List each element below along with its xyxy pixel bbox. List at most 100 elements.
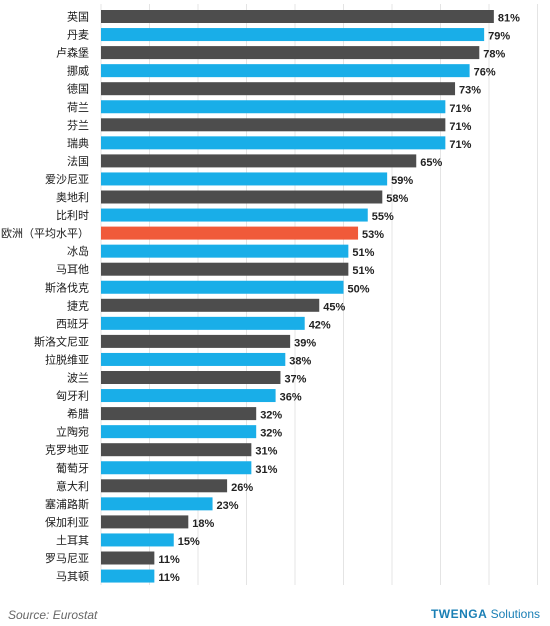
value-label: 31% [255, 446, 277, 458]
category-label: 冰岛 [67, 244, 89, 258]
value-label: 31% [255, 464, 277, 476]
bar [101, 371, 281, 384]
category-label: 土耳其 [56, 534, 89, 547]
category-label: 英国 [67, 10, 89, 24]
value-label: 81% [498, 13, 520, 25]
bar [101, 352, 286, 366]
category-label: 克罗地亚 [45, 444, 89, 457]
value-label: 65% [420, 157, 442, 169]
category-label: 卢森堡 [56, 46, 89, 60]
bar [101, 479, 228, 493]
value-label: 71% [449, 103, 471, 115]
value-label: 11% [158, 572, 180, 584]
category-label: 匈牙利 [56, 389, 89, 403]
category-label: 奥地利 [56, 190, 89, 204]
bar [101, 551, 155, 565]
bar [101, 136, 446, 150]
bar [101, 334, 291, 348]
category-label: 罗马尼亚 [45, 552, 89, 565]
category-label: 意大利 [56, 479, 89, 493]
value-label: 42% [309, 319, 331, 331]
bar [101, 443, 252, 457]
value-label: 71% [449, 139, 471, 151]
bar [101, 569, 155, 583]
category-label: 波兰 [67, 372, 89, 385]
category-label: 塞浦路斯 [45, 497, 89, 511]
category-label: 保加利亚 [45, 515, 89, 529]
bar [101, 154, 417, 168]
bar [101, 100, 446, 114]
bar [101, 515, 189, 529]
bar [101, 298, 320, 312]
brand-suffix: Solutions [487, 607, 540, 621]
category-label: 捷克 [67, 298, 89, 312]
value-label: 38% [289, 355, 311, 367]
bar [101, 64, 470, 78]
bar [101, 28, 485, 42]
category-label: 爱沙尼亚 [45, 173, 89, 186]
category-label: 马其顿 [56, 569, 89, 583]
bar [101, 262, 349, 276]
bar [101, 118, 446, 132]
value-label: 55% [372, 211, 394, 223]
bar [101, 461, 252, 475]
category-label: 荷兰 [67, 101, 89, 114]
value-labels: 81% 79% 78% 76% 73% 71% 71% 71% 65% 59% 58% 55% 53% 5… [158, 13, 520, 585]
value-label: 15% [178, 536, 200, 548]
footer: Source: Eurostat TWENGA Solutions [0, 604, 550, 626]
value-label: 76% [474, 67, 496, 79]
value-label: 78% [483, 49, 505, 61]
value-label: 18% [192, 518, 214, 530]
brand-logo: TWENGA Solutions [431, 607, 540, 621]
value-label: 59% [391, 175, 413, 187]
bar [101, 10, 494, 23]
brand-name: TWENGA [430, 607, 488, 621]
category-label: 欧洲（平均水平） [1, 227, 89, 240]
category-label: 斯洛文尼亚 [34, 334, 89, 348]
bar [101, 82, 456, 96]
bar [101, 280, 344, 294]
value-label: 79% [488, 31, 510, 43]
category-label: 希腊 [67, 407, 89, 421]
bar [101, 533, 174, 547]
category-label: 葡萄牙 [56, 462, 89, 475]
value-label: 58% [386, 193, 408, 205]
value-label: 37% [284, 374, 306, 386]
value-label: 71% [449, 121, 471, 133]
value-label: 73% [459, 85, 481, 97]
bar [101, 208, 368, 222]
category-label: 西班牙 [56, 317, 89, 330]
value-label: 36% [280, 392, 302, 404]
bar [101, 497, 213, 511]
bar [101, 46, 480, 60]
bars [101, 10, 494, 583]
source-note: Source: Eurostat [8, 608, 98, 622]
category-label: 芬兰 [67, 119, 89, 132]
bar [101, 244, 349, 258]
category-label: 比利时 [56, 209, 89, 222]
bar [101, 190, 383, 204]
value-label: 50% [348, 283, 370, 295]
category-label: 丹麦 [67, 29, 89, 42]
category-label: 拉脱维亚 [45, 352, 89, 366]
value-label: 39% [294, 337, 316, 349]
bar [101, 425, 257, 439]
category-label: 马耳他 [56, 263, 89, 276]
value-label: 26% [231, 482, 253, 494]
bar [101, 172, 388, 186]
bar [101, 316, 305, 330]
category-label: 立陶宛 [56, 425, 89, 439]
value-label: 45% [323, 301, 345, 313]
value-label: 51% [352, 247, 374, 259]
bar [101, 389, 276, 403]
value-label: 23% [217, 500, 239, 512]
bar [101, 226, 359, 240]
value-label: 53% [362, 229, 384, 241]
value-label: 51% [352, 265, 374, 277]
value-label: 11% [158, 554, 180, 566]
value-label: 32% [260, 428, 282, 440]
category-label: 斯洛伐克 [45, 280, 89, 294]
category-label: 挪威 [67, 64, 89, 78]
